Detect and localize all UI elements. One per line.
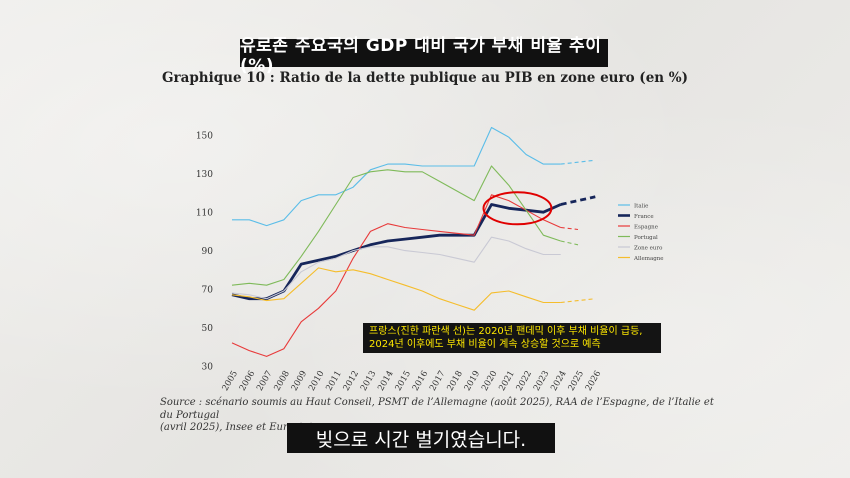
annotation-line-1: 프랑스(진한 파란색 선)는 2020년 팬데믹 이후 부채 비율이 급등,: [369, 326, 643, 337]
y-tick-label: 150: [196, 132, 213, 142]
x-tick-label: 2011: [324, 369, 343, 393]
x-tick-label: 2019: [463, 369, 482, 393]
x-tick-label: 2020: [480, 369, 499, 393]
video-subtitle: 빚으로 시간 벌기였습니다.: [287, 423, 555, 453]
x-tick-label: 2026: [584, 369, 603, 393]
series-forecast-france: [560, 195, 596, 206]
x-tick-label: 2021: [497, 369, 516, 393]
series-forecast-espagne: [560, 226, 579, 231]
series-line-allemagne: [231, 267, 561, 311]
x-tick-label: 2008: [272, 369, 291, 393]
x-tick-label: 2009: [290, 369, 309, 393]
source-note: Source : scénario soumis au Haut Conseil…: [160, 397, 720, 435]
legend-label: Zone euro: [634, 246, 663, 252]
highlight-circle: [482, 191, 553, 226]
x-tick-label: 2006: [238, 369, 257, 393]
x-tick-label: 2023: [532, 369, 551, 393]
series-line-italie: [232, 126, 561, 227]
x-tick-label: 2015: [394, 369, 413, 393]
x-tick-label: 2013: [359, 369, 378, 393]
legend-label: Allemagne: [633, 256, 664, 262]
annotation-line-2: 2024년 이후에도 부채 비율이 계속 상승할 것으로 예측: [369, 339, 601, 350]
source-line-2: (avril 2025), Insee et Eurostat.: [160, 422, 317, 433]
x-tick-label: 2024: [549, 369, 568, 393]
series-forecast-portugal: [560, 240, 579, 246]
source-line-1: Source : scénario soumis au Haut Conseil…: [160, 397, 714, 421]
series-forecast-italie: [560, 159, 596, 165]
legend-label: France: [634, 214, 654, 220]
x-tick-label: 2012: [342, 369, 361, 393]
series-line-france: [231, 203, 562, 301]
chart-title: Graphique 10 : Ratio de la dette publiqu…: [161, 70, 689, 86]
korean-title-banner: 유로존 주요국의 GDP 대비 국가 부채 비율 추이 (%): [240, 36, 608, 76]
y-tick-label: 70: [202, 286, 214, 296]
x-tick-label: 2018: [445, 369, 464, 393]
series-line-espagne: [231, 194, 561, 357]
series-line-zone-euro: [231, 236, 561, 300]
x-tick-label: 2025: [567, 369, 586, 393]
x-tick-label: 2017: [428, 369, 447, 393]
annotation-caption: 프랑스(진한 파란색 선)는 2020년 팬데믹 이후 부채 비율이 급등, 2…: [363, 323, 661, 353]
legend-label: Espagne: [634, 225, 658, 231]
y-tick-label: 110: [196, 209, 213, 219]
x-tick-label: 2005: [221, 369, 240, 393]
x-tick-label: 2007: [255, 369, 274, 393]
x-tick-label: 2010: [307, 369, 326, 393]
y-tick-label: 30: [202, 363, 214, 373]
x-tick-label: 2016: [411, 369, 430, 393]
legend-label: Italie: [634, 204, 648, 210]
y-tick-label: 130: [196, 170, 213, 180]
y-tick-label: 90: [202, 247, 214, 257]
y-tick-label: 50: [202, 324, 214, 334]
x-tick-label: 2014: [376, 369, 395, 393]
x-tick-label: 2022: [515, 369, 534, 393]
legend-label: Portugal: [634, 235, 658, 241]
series-line-portugal: [231, 165, 561, 286]
series-forecast-allemagne: [560, 298, 596, 304]
